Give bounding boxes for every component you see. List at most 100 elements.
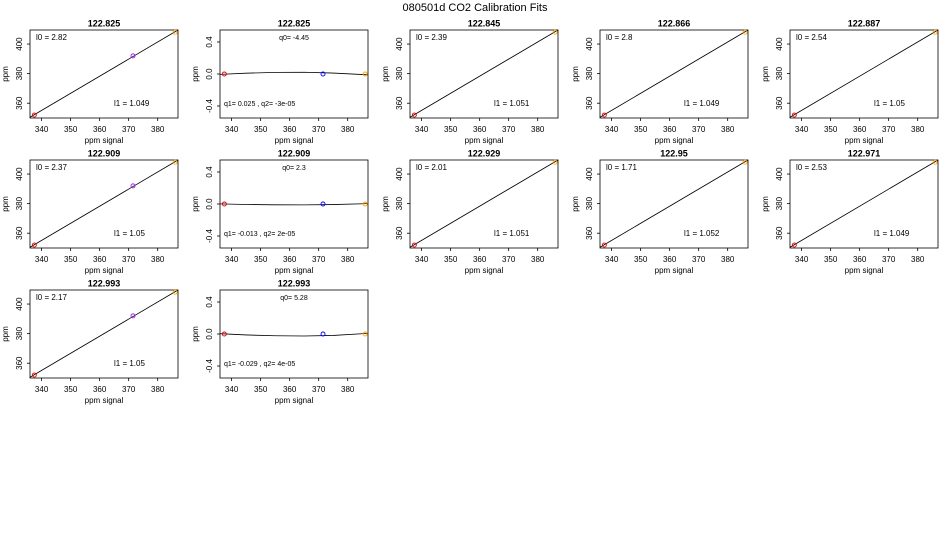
x-tick-label: 340: [415, 125, 429, 134]
y-tick-label: 400: [395, 37, 404, 51]
y-tick-label: 360: [775, 226, 784, 240]
y-tick-label: -0.4: [205, 229, 214, 243]
annotation: q0= -4.45: [279, 35, 309, 42]
annotation: l1 = 1.05: [874, 99, 905, 108]
y-tick-label: 360: [15, 96, 24, 110]
y-tick-label: 380: [15, 66, 24, 80]
x-tick-label: 360: [473, 255, 487, 264]
annotation: q1= -0.029 , q2= 4e-05: [224, 361, 295, 368]
y-tick-label: -0.4: [205, 359, 214, 373]
y-tick-label: 380: [775, 196, 784, 210]
x-tick-label: 370: [122, 385, 136, 394]
annotation: l1 = 1.052: [684, 229, 720, 238]
y-tick-label: 0.4: [205, 166, 214, 178]
fit-line: [219, 332, 369, 337]
x-axis-label: ppm signal: [85, 136, 124, 145]
x-tick-label: 370: [122, 125, 136, 134]
annotation: q0= 5.28: [280, 295, 308, 302]
x-tick-label: 380: [151, 255, 165, 264]
y-tick-label: 0.0: [205, 328, 214, 340]
fit-line: [219, 71, 369, 76]
x-tick-label: 340: [795, 125, 809, 134]
y-tick-label: 360: [775, 96, 784, 110]
y-tick-label: 400: [395, 167, 404, 181]
annotation: l0 = 2.01: [416, 163, 447, 172]
data-point: [411, 242, 417, 248]
y-tick-label: 360: [15, 226, 24, 240]
x-axis-label: ppm signal: [85, 266, 124, 275]
x-tick-label: 360: [663, 125, 677, 134]
y-tick-label: 380: [585, 196, 594, 210]
annotation: l0 = 2.17: [36, 293, 67, 302]
fit-line: [29, 159, 179, 248]
annotation: l0 = 2.39: [416, 33, 447, 42]
x-tick-label: 380: [721, 125, 735, 134]
data-point: [932, 29, 938, 35]
y-tick-label: 0.0: [205, 68, 214, 80]
y-axis-label: ppm: [381, 196, 390, 212]
x-tick-label: 340: [605, 255, 619, 264]
x-tick-label: 380: [721, 255, 735, 264]
y-tick-label: 380: [15, 326, 24, 340]
fit-line: [599, 159, 749, 248]
y-tick-label: 400: [15, 37, 24, 51]
x-tick-label: 360: [93, 255, 107, 264]
annotation: l1 = 1.051: [494, 99, 530, 108]
x-tick-label: 340: [35, 255, 49, 264]
x-tick-label: 340: [35, 385, 49, 394]
x-tick-label: 370: [882, 255, 896, 264]
data-point: [31, 242, 37, 248]
x-tick-label: 350: [634, 125, 648, 134]
x-tick-label: 370: [312, 385, 326, 394]
y-tick-label: 400: [15, 167, 24, 181]
data-point: [362, 201, 368, 207]
x-tick-label: 340: [225, 255, 239, 264]
data-point: [601, 242, 607, 248]
x-axis-label: ppm signal: [465, 136, 504, 145]
data-point: [742, 29, 748, 35]
x-tick-label: 370: [312, 255, 326, 264]
x-tick-label: 370: [502, 125, 516, 134]
x-tick-label: 350: [634, 255, 648, 264]
data-point: [130, 183, 136, 189]
x-tick-label: 340: [225, 125, 239, 134]
x-tick-label: 350: [64, 255, 78, 264]
fit-line: [29, 29, 179, 118]
y-tick-label: 400: [15, 297, 24, 311]
panel-title: 122.909: [278, 148, 311, 158]
data-point: [742, 159, 748, 165]
annotation: q1= 0.025 , q2= -3e-05: [224, 101, 295, 108]
fit-line: [409, 159, 559, 248]
data-point: [31, 112, 37, 118]
x-axis-label: ppm signal: [275, 396, 314, 405]
annotation: l1 = 1.049: [684, 99, 720, 108]
data-point: [172, 289, 178, 295]
x-tick-label: 340: [795, 255, 809, 264]
x-tick-label: 340: [415, 255, 429, 264]
fit-line: [789, 159, 939, 248]
x-tick-label: 370: [502, 255, 516, 264]
annotation: l1 = 1.05: [114, 229, 145, 238]
data-point: [320, 201, 326, 207]
y-tick-label: 380: [585, 66, 594, 80]
x-tick-label: 340: [605, 125, 619, 134]
y-tick-label: 380: [395, 66, 404, 80]
x-tick-label: 370: [122, 255, 136, 264]
x-tick-label: 360: [283, 385, 297, 394]
data-point: [552, 159, 558, 165]
y-tick-label: 360: [15, 356, 24, 370]
x-tick-label: 370: [692, 125, 706, 134]
data-point: [932, 159, 938, 165]
x-tick-label: 340: [35, 125, 49, 134]
x-tick-label: 380: [911, 125, 925, 134]
data-point: [791, 112, 797, 118]
x-tick-label: 350: [824, 125, 838, 134]
y-axis-label: ppm: [761, 66, 770, 82]
data-point: [552, 29, 558, 35]
y-tick-label: 360: [585, 226, 594, 240]
annotation: l0 = 2.8: [606, 33, 633, 42]
x-tick-label: 350: [444, 125, 458, 134]
fit-line: [219, 203, 369, 206]
